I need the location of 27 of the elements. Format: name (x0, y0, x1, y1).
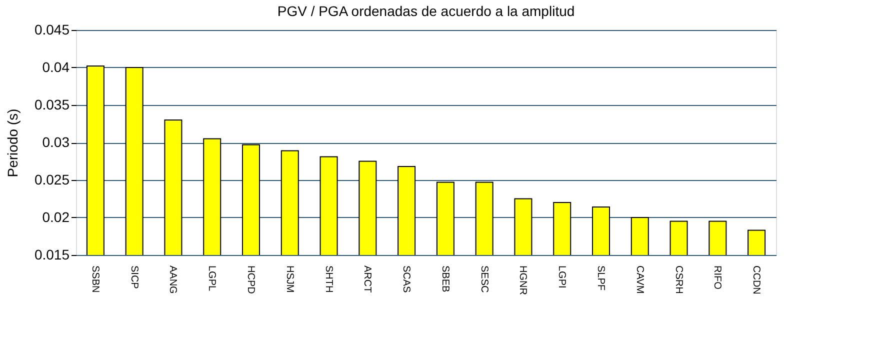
x-tick-label: LGPL (206, 266, 218, 292)
x-tick-label: SESC (478, 266, 490, 293)
x-tick-label: RIFO (712, 266, 723, 290)
x-tick-label: SCAS (400, 266, 412, 294)
y-tick-label: 0.04 (42, 59, 70, 75)
x-tick-label: SBEB (439, 266, 450, 293)
x-tick-label: CCDN (750, 266, 762, 294)
x-tick-label: HCPD (245, 266, 256, 294)
x-tick-label: LGPI (556, 266, 568, 288)
y-tick-label: 0.03 (42, 134, 70, 150)
x-tick-label: CSRH (672, 266, 684, 294)
x-tick-label: ARCT (362, 266, 373, 293)
x-tick-label: CAVM (634, 266, 645, 294)
x-tick-label: SICP (128, 266, 140, 290)
y-tick-label: 0.02 (42, 209, 70, 225)
y-tick-label: 0.025 (34, 172, 70, 188)
x-tick-label: AANG (167, 266, 178, 294)
x-tick-label: SLPF (595, 266, 606, 291)
y-tick-label: 0.015 (34, 246, 70, 262)
chart-title: PGV / PGA ordenadas de acuerdo a la amplitud (277, 3, 575, 19)
x-tick-label: HSJM (284, 266, 295, 293)
x-tick-label: SHTH (322, 266, 334, 293)
x-tick-label: SSBN (89, 266, 100, 293)
y-axis-title: Periodo (s) (4, 108, 20, 178)
x-tick-label: HGNR (517, 266, 528, 295)
y-tick-label: 0.035 (34, 96, 70, 112)
y-tick-label: 0.045 (34, 22, 70, 38)
